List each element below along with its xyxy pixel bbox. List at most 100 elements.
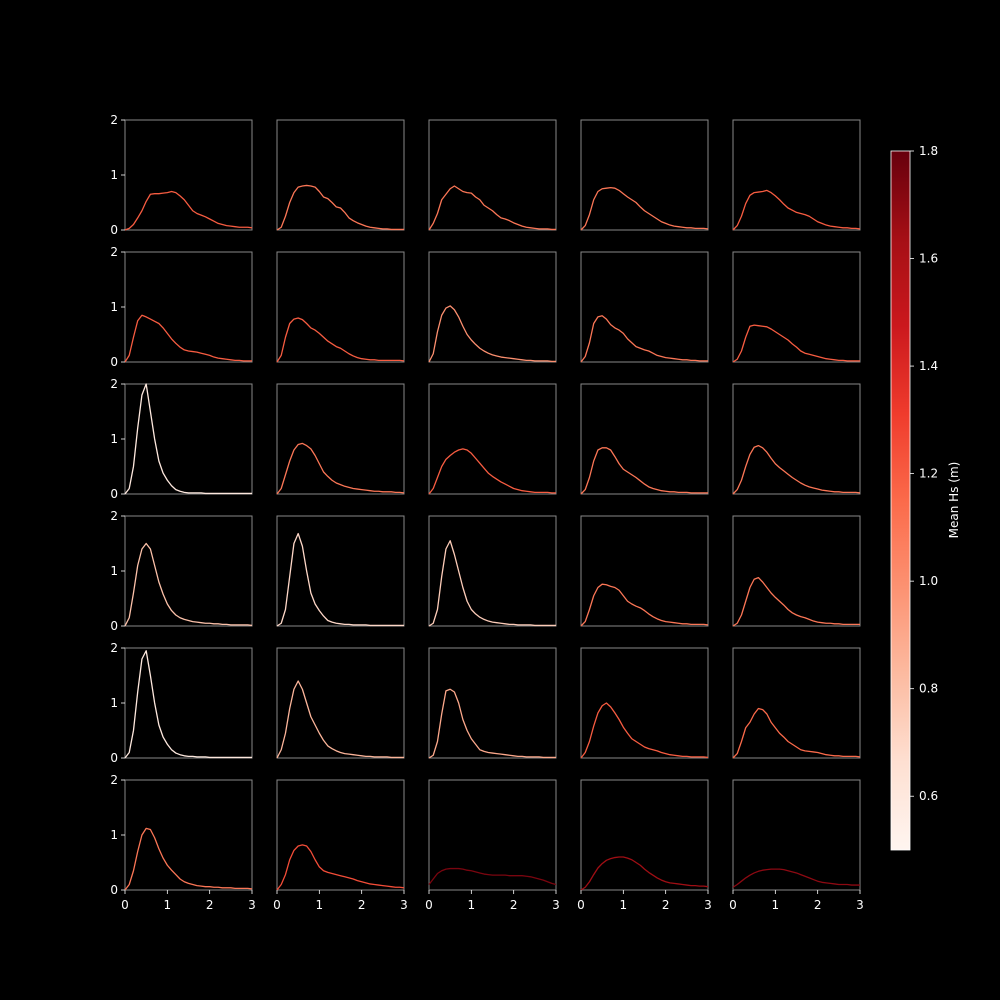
- y-tick-label: 0: [110, 883, 118, 897]
- density-line: [428, 305, 556, 363]
- panel: [732, 119, 861, 231]
- x-tick-label: 3: [400, 898, 408, 912]
- x-tick-label: 2: [358, 898, 366, 912]
- density-line: [732, 189, 861, 231]
- density-line: [124, 383, 252, 495]
- y-tick-label: 1: [110, 564, 118, 578]
- colorbar-gradient: [890, 150, 911, 851]
- panel-frame: [732, 383, 861, 495]
- density-line: [276, 844, 405, 891]
- y-tick-label: 2: [110, 509, 118, 523]
- y-tick-label: 0: [110, 751, 118, 765]
- density-line: [124, 827, 253, 891]
- colorbar-tick-label: 1.6: [919, 252, 938, 266]
- panel-frame: [428, 383, 557, 495]
- colorbar-ticks: 0.6 0.8 1.0 1.2 1.4 1.6 1.8: [910, 144, 938, 803]
- y-tick-label: 2: [110, 773, 118, 787]
- density-line: [428, 185, 556, 231]
- density-line: [580, 856, 709, 891]
- panel-frame: [732, 647, 861, 759]
- panel: [580, 515, 709, 627]
- panel-frame: [580, 251, 709, 363]
- panel-frame: [428, 647, 557, 759]
- panel: 0 1 2: [110, 641, 253, 765]
- panel: 0 1 2: [110, 509, 253, 633]
- panel: [580, 383, 709, 495]
- panel: [276, 383, 405, 495]
- panel-frame: [124, 647, 253, 759]
- panel-frame: [276, 515, 405, 627]
- panel: 0 1 2: [110, 245, 253, 369]
- density-line: [732, 444, 861, 495]
- panel-frame: [580, 779, 709, 891]
- panel: [732, 251, 861, 363]
- density-line: [580, 315, 708, 363]
- y-tick-label: 1: [110, 432, 118, 446]
- y-tick-label: 1: [110, 300, 118, 314]
- y-tick-label: 2: [110, 377, 118, 391]
- panel-frame: [580, 119, 709, 231]
- panel: [276, 515, 405, 627]
- panel: [276, 119, 405, 231]
- panel: [428, 383, 557, 495]
- density-line: [580, 583, 709, 627]
- density-line: [124, 190, 253, 231]
- panel-frame: [580, 515, 709, 627]
- density-line: [428, 448, 556, 495]
- density-line: [428, 540, 556, 627]
- panel-frame: [580, 647, 709, 759]
- colorbar-tick-label: 1.0: [919, 574, 938, 588]
- density-line: [276, 317, 405, 363]
- panel: [276, 251, 405, 363]
- y-tick-label: 1: [110, 696, 118, 710]
- x-tick-label: 3: [552, 898, 560, 912]
- y-tick-label: 0: [110, 223, 118, 237]
- panel-frame: [124, 383, 253, 495]
- y-tick-label: 2: [110, 113, 118, 127]
- x-tick-label: 0: [425, 898, 433, 912]
- x-tick-label: 1: [164, 898, 172, 912]
- panel: [276, 647, 405, 759]
- panel: 0 1 2 3: [273, 779, 408, 912]
- x-tick-label: 2: [510, 898, 518, 912]
- density-line: [124, 542, 253, 627]
- density-line: [276, 680, 404, 759]
- colorbar-tick-label: 1.8: [919, 144, 938, 158]
- panel-frame: [732, 515, 861, 627]
- panel-frame: [124, 515, 253, 627]
- x-tick-label: 3: [856, 898, 864, 912]
- panel: 0 1 2 3: [729, 779, 864, 912]
- panel: [580, 647, 709, 759]
- y-tick-label: 1: [110, 828, 118, 842]
- x-tick-label: 0: [729, 898, 737, 912]
- panel: 0 1 2: [110, 377, 253, 501]
- density-line: [276, 184, 404, 231]
- density-line: [276, 532, 404, 627]
- x-tick-label: 1: [468, 898, 476, 912]
- y-tick-label: 0: [110, 355, 118, 369]
- panel-frame: [276, 647, 405, 759]
- panel: 0 1 2: [110, 113, 253, 237]
- density-line: [580, 187, 709, 231]
- panel-frame: [428, 251, 557, 363]
- panel: [428, 647, 557, 759]
- colorbar-label: Mean Hs (m): [947, 462, 961, 539]
- x-tick-label: 0: [577, 898, 585, 912]
- colorbar-tick-label: 1.2: [919, 467, 938, 481]
- x-tick-label: 2: [662, 898, 670, 912]
- panel-frame: [732, 119, 861, 231]
- x-tick-label: 2: [814, 898, 822, 912]
- panel: [732, 647, 861, 759]
- panel: 0 1 2 3: [425, 779, 560, 912]
- x-tick-label: 3: [248, 898, 256, 912]
- panel-frame: [732, 779, 861, 891]
- y-tick-label: 1: [110, 168, 118, 182]
- panel: [732, 515, 861, 627]
- x-tick-label: 0: [273, 898, 281, 912]
- density-line: [732, 324, 860, 363]
- panel: 0 1 2 3: [577, 779, 712, 912]
- density-line: [732, 576, 860, 627]
- panel-frame: [276, 383, 405, 495]
- density-line: [732, 868, 860, 888]
- y-tick-label: 2: [110, 245, 118, 259]
